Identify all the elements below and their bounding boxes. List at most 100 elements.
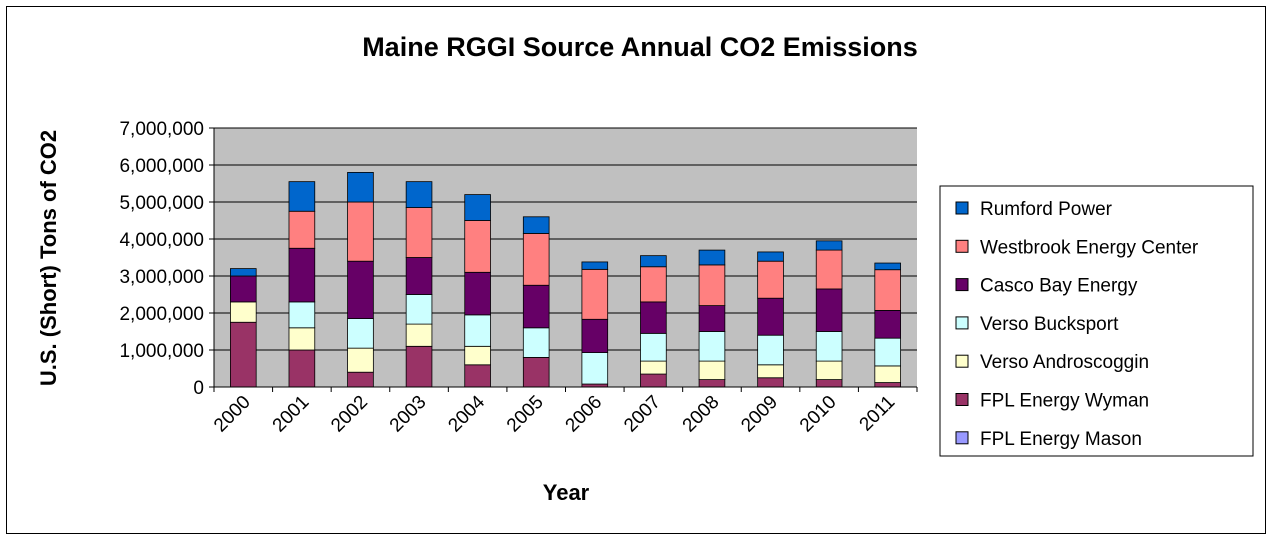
bar-segment [347,260,374,319]
legend-label: Casco Bay Energy [980,276,1138,297]
bar-segment [874,337,901,367]
bar-segment [757,364,784,379]
bar-segment [874,269,901,311]
y-tick-label: 6,000,000 [119,156,204,177]
y-tick-label: 2,000,000 [119,304,204,325]
y-tick-label: 4,000,000 [119,230,204,251]
y-tick-label: 5,000,000 [119,193,204,214]
bar-segment [522,233,550,286]
x-tick-label: 2005 [503,392,548,437]
bar-segment [640,373,667,388]
x-tick-label: 2010 [796,392,841,437]
bar-segment [522,356,550,388]
bars [230,171,901,388]
x-tick-label: 2006 [562,392,607,437]
bar-segment [288,327,316,351]
bar-segment [464,314,491,347]
bar-segment [405,181,433,208]
legend-label: FPL Energy Wyman [980,391,1149,412]
bar-segment [874,262,901,271]
axes [209,127,918,392]
x-tick-label: 2000 [210,392,255,437]
bar-segment [405,257,433,295]
y-tick-label: 0 [193,378,204,399]
x-tick-label: 2009 [737,392,782,437]
bar-segment [815,331,843,362]
legend-label: Verso Bucksport [980,314,1119,335]
y-tick-label: 3,000,000 [119,267,204,288]
legend: Rumford Power Westbrook Energy Center Casc… [955,199,1199,450]
x-tick-label: 2001 [269,392,314,437]
bar-segment [874,310,901,339]
bar-segment [757,297,784,336]
legend-label: Westbrook Energy Center [980,237,1199,258]
legend-swatch [955,316,969,330]
bar-segment [581,318,609,353]
bar-segment [405,345,433,388]
x-tick-label: 2004 [444,391,489,436]
bar-segment [640,255,667,268]
bar-segment [581,261,609,270]
bar-segment [230,301,257,323]
bar-segment [347,201,374,262]
bar-segment [522,327,550,358]
bar-segment [698,379,726,388]
bar-segment [347,347,374,373]
bar-segment [698,264,726,306]
x-tick-label: 2011 [856,392,900,436]
bar-segment [815,379,843,388]
legend-swatch [955,393,969,406]
bar-segment [405,323,433,347]
bar-segment [347,171,374,203]
bar-segment [464,194,491,221]
bar-segment [815,240,843,251]
bar-segment [698,305,726,332]
y-tick-label: 1,000,000 [119,341,204,362]
legend-label: Rumford Power [980,199,1113,220]
x-tick-label: 2008 [679,392,724,437]
bar-segment [581,352,609,385]
bar-segment [288,181,316,212]
plot-area [214,128,917,387]
x-tick-label: 2002 [327,392,372,437]
bar-segment [757,334,784,366]
bar-segment [230,275,257,303]
bar-segment [698,249,726,266]
legend-swatch [955,278,969,292]
bar-segment [288,210,316,249]
x-tick-labels: 2000 2001 2002 2003 2004 2005 2006 2007 2008 2009… [210,391,899,436]
bar-segment [757,260,784,299]
bar-segment [464,271,491,316]
x-axis-title: Year [543,480,590,505]
bar-segment [815,360,843,381]
bar-segment [757,377,784,388]
y-tick-labels: 0 1,000,000 2,000,000 3,000,000 4,000,000 5,0… [119,119,204,399]
legend-label: Verso Androscoggin [980,352,1149,373]
bar-segment [230,321,257,388]
legend-label: FPL Energy Mason [980,429,1142,450]
bar-segment [464,345,491,366]
bar-segment [640,266,667,303]
bar-segment [522,284,550,329]
bar-segment [347,318,374,349]
bar-segment [581,268,609,320]
bar-segment [874,382,901,388]
bar-segment [757,251,784,262]
bar-segment [522,216,550,234]
y-axis-title: U.S. (Short) Tons of CO2 [36,130,61,386]
bar-segment [640,332,667,362]
bar-segment [815,249,843,290]
bar-segment [347,371,374,388]
bar-segment [405,207,433,258]
legend-swatch [955,431,969,445]
chart-title: Maine RGGI Source Annual CO2 Emissions [362,32,918,62]
legend-swatch [955,239,969,253]
bar-segment [698,331,726,362]
legend-box [939,185,1254,457]
bar-segment [288,349,316,388]
x-tick-label: 2003 [386,392,431,437]
bar-segment [230,268,257,277]
bar-segment [288,301,316,329]
bar-segment [464,364,491,388]
